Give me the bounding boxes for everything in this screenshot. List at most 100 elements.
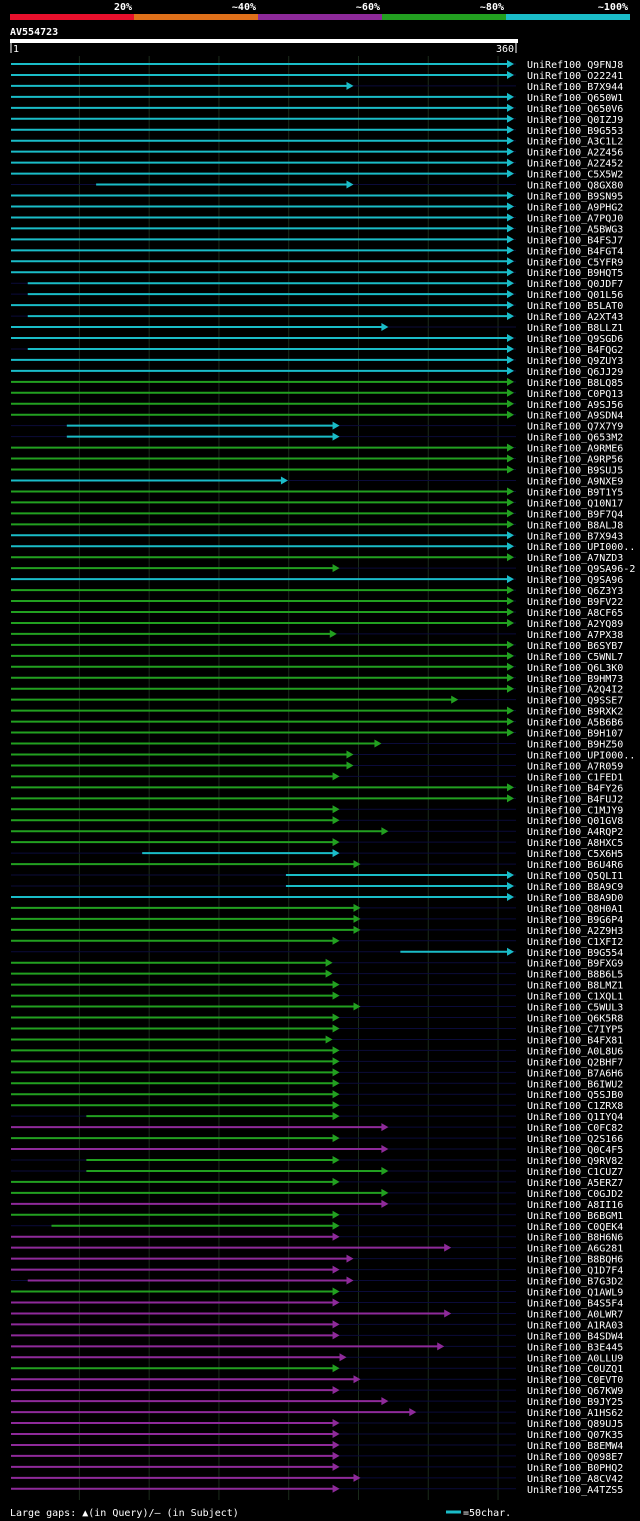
hit-arrow — [332, 1024, 340, 1033]
hit-label: UniRef100_B7X943 — [527, 531, 623, 542]
hit-arrow — [381, 1166, 389, 1175]
hit-row: UniRef100_B4FSJ7 — [11, 235, 623, 246]
hit-arrow — [507, 882, 514, 890]
hit-label: UniRef100_A9NXE9 — [527, 476, 623, 487]
hit-label: UniRef100_Q6L3K0 — [527, 663, 623, 674]
hit-arrow — [507, 410, 514, 419]
hit-arrow — [332, 991, 340, 1000]
hit-arrow — [332, 432, 340, 441]
hit-label: UniRef100_Q2BHF7 — [527, 1057, 623, 1068]
hit-label: UniRef100_Q89UJ5 — [527, 1419, 623, 1430]
hit-label: UniRef100_Q07K35 — [527, 1430, 623, 1441]
hit-arrow — [332, 1386, 340, 1395]
hit-arrow — [507, 147, 514, 156]
hit-arrow — [507, 70, 514, 79]
hit-label: UniRef100_C1XQL1 — [527, 992, 623, 1003]
hit-label: UniRef100_Q650W1 — [527, 93, 623, 104]
hit-row: UniRef100_B9HQT5 — [11, 268, 623, 279]
hit-row: UniRef100_B8A9D0 — [11, 892, 623, 904]
hit-arrow — [332, 1265, 340, 1274]
hit-row: UniRef100_B9SN95 — [11, 191, 623, 203]
hit-row: UniRef100_B9G554 — [11, 947, 623, 959]
hit-label: UniRef100_A0LLU9 — [527, 1353, 623, 1364]
hit-label: UniRef100_Q1AWL9 — [527, 1288, 623, 1299]
hit-row: UniRef100_Q9SGD6 — [11, 334, 623, 345]
hit-arrow — [353, 914, 361, 923]
hit-arrow — [507, 608, 514, 616]
hit-label: UniRef100_B9G553 — [527, 126, 623, 137]
hit-label: UniRef100_C0FC82 — [527, 1123, 623, 1134]
hit-row: UniRef100_B9FV22 — [11, 597, 623, 608]
legend-swatch — [10, 14, 134, 20]
hit-label: UniRef100_B9G6P4 — [527, 915, 623, 926]
hit-arrow — [507, 301, 514, 310]
hit-label: UniRef100_A8CV42 — [527, 1474, 623, 1485]
hit-label: UniRef100_B4FUJ2 — [527, 794, 623, 805]
hit-label: UniRef100_A9RME6 — [527, 444, 623, 455]
hit-arrow — [332, 1112, 340, 1121]
hit-row: UniRef100_C0PQ13 — [11, 388, 623, 400]
hit-arrow — [507, 355, 514, 364]
hit-label: UniRef100_C5WNL7 — [527, 652, 623, 663]
hit-label: UniRef100_A5ERZ7 — [527, 1178, 623, 1189]
hit-row: UniRef100_B4FY26 — [11, 783, 623, 794]
hit-label: UniRef100_B9T1Y5 — [527, 487, 623, 498]
hit-row: UniRef100_Q01L56 — [11, 290, 623, 301]
legend-label: 20% — [114, 2, 132, 13]
hit-row: UniRef100_Q9FNJ8 — [11, 60, 623, 71]
hit-label: UniRef100_A2Z456 — [527, 148, 623, 159]
hit-row: UniRef100_A4TZS5 — [11, 1484, 623, 1496]
hit-row: UniRef100_B9HZ50 — [11, 739, 623, 751]
hit-arrow — [374, 739, 382, 748]
hit-arrow — [332, 1440, 340, 1449]
hit-row: UniRef100_B9G553 — [11, 126, 623, 137]
query-start-label: 1 — [13, 44, 19, 55]
hit-row: UniRef100_B8LLZ1 — [11, 323, 623, 334]
hit-row: UniRef100_Q1AWL9 — [11, 1287, 623, 1299]
hit-arrow — [507, 388, 514, 397]
hit-label: UniRef100_O22241 — [527, 71, 623, 82]
hit-row: UniRef100_Q5QLI1 — [11, 871, 623, 882]
hit-arrow — [507, 169, 514, 178]
hit-label: UniRef100_A1HS62 — [527, 1408, 623, 1419]
legend-label: ~60% — [356, 2, 380, 13]
hit-arrow — [346, 81, 354, 90]
hit-arrow — [353, 1375, 361, 1384]
hit-arrow — [507, 794, 514, 803]
hit-arrow — [507, 191, 514, 200]
hit-arrow — [332, 1419, 340, 1428]
hit-row: UniRef100_Q0C4F5 — [11, 1145, 623, 1156]
hit-arrow — [332, 1462, 340, 1471]
hit-arrow — [332, 838, 340, 847]
hit-label: UniRef100_Q9SA96 — [527, 575, 623, 586]
hit-row: UniRef100_Q1IYQ4 — [11, 1112, 623, 1123]
hit-arrow — [409, 1408, 417, 1417]
hit-row: UniRef100_B4S5F4 — [11, 1298, 623, 1309]
hit-row: UniRef100_Q89UJ5 — [11, 1419, 623, 1430]
hit-label: UniRef100_Q9RV82 — [527, 1156, 623, 1167]
hit-row: UniRef100_B8H6N6 — [11, 1232, 623, 1244]
hit-arrow — [507, 377, 514, 386]
hit-row: UniRef100_A7R059 — [11, 761, 623, 772]
hit-row: UniRef100_A2Q4I2 — [11, 684, 623, 696]
hit-row: UniRef100_Q098E7 — [11, 1451, 623, 1463]
hit-label: UniRef100_Q650V6 — [527, 104, 623, 115]
hit-row: UniRef100_Q2S166 — [11, 1134, 623, 1145]
hit-arrow — [332, 1156, 340, 1164]
hit-row: UniRef100_A7NZD3 — [11, 553, 623, 564]
hit-row: UniRef100_C1XQL1 — [11, 991, 623, 1003]
hit-label: UniRef100_C7IYP5 — [527, 1024, 623, 1035]
hit-row: UniRef100_B9FXG9 — [11, 958, 623, 970]
hit-label: UniRef100_Q2S166 — [527, 1134, 623, 1145]
hit-row: UniRef100_A9SDN4 — [11, 410, 623, 422]
hit-row: UniRef100_B0PHQ2 — [11, 1462, 623, 1474]
hit-arrow — [507, 224, 514, 233]
hit-row: UniRef100_Q6Z3Y3 — [11, 586, 623, 597]
hit-arrow — [332, 1177, 340, 1186]
hit-row: UniRef100_B4FQG2 — [11, 344, 623, 356]
hit-row: UniRef100_Q8H0A1 — [11, 903, 623, 915]
hit-label: UniRef100_B9FXG9 — [527, 959, 623, 970]
hit-row: UniRef100_C1FED1 — [11, 772, 623, 783]
hit-label: UniRef100_B6BGM1 — [527, 1211, 623, 1222]
